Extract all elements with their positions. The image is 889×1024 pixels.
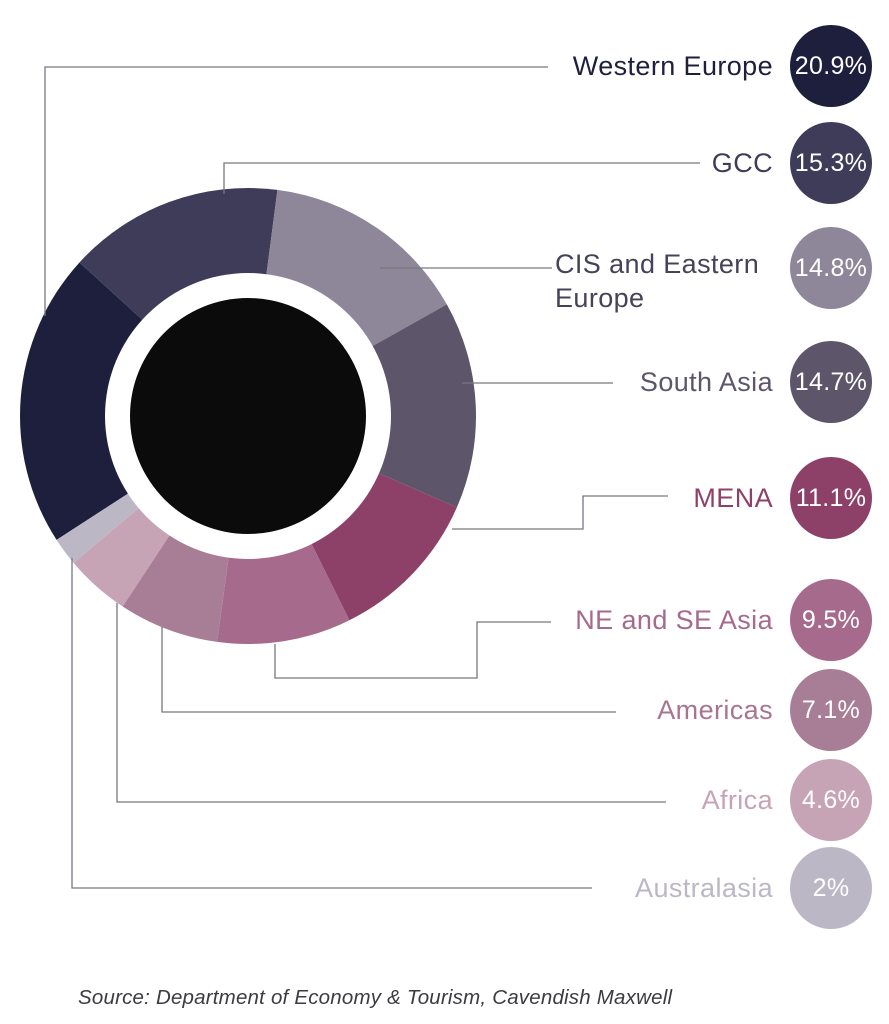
legend-item: MENA 11.1% — [693, 457, 872, 539]
legend-item: South Asia 14.7% — [640, 341, 872, 423]
legend-value-badge: 2% — [790, 847, 872, 929]
connector-line — [71, 558, 592, 889]
connector-line — [116, 603, 666, 803]
legend-label: CIS and Eastern Europe — [555, 249, 760, 313]
legend-item: GCC 15.3% — [712, 122, 872, 204]
connector-line — [223, 162, 700, 194]
connector-line — [274, 621, 551, 679]
legend-value-badge: 9.5% — [790, 579, 872, 661]
legend-item: Africa 4.6% — [702, 759, 872, 841]
legend-value-badge: 4.6% — [790, 759, 872, 841]
legend-label: South Asia — [639, 366, 773, 397]
connector-line — [44, 66, 548, 316]
legend-label: Americas — [657, 694, 773, 725]
legend-item: CIS and Eastern Europe 14.8% — [555, 227, 872, 313]
legend-value-badge: 11.1% — [790, 457, 872, 539]
legend-item: Western Europe 20.9% — [573, 25, 872, 107]
legend-value-badge: 14.8% — [790, 227, 872, 309]
legend-label: GCC — [711, 147, 773, 178]
connector-line — [161, 627, 616, 713]
legend-value-badge: 15.3% — [790, 122, 872, 204]
legend-item: NE and SE Asia 9.5% — [575, 579, 872, 661]
legend-item: Australasia 2% — [635, 847, 872, 929]
source-note: Source: Department of Economy & Tourism,… — [78, 986, 673, 1009]
connector-line — [452, 495, 668, 530]
legend-label: Australasia — [635, 872, 773, 903]
legend-value-badge: 7.1% — [790, 669, 872, 751]
legend-label: MENA — [693, 482, 773, 513]
legend-label: Africa — [701, 784, 773, 815]
donut-center-disc — [130, 298, 366, 534]
legend-label: Western Europe — [572, 50, 773, 81]
legend-value-badge: 14.7% — [790, 341, 872, 423]
legend-item: Americas 7.1% — [657, 669, 872, 751]
legend-value-badge: 20.9% — [790, 25, 872, 107]
legend-label: NE and SE Asia — [575, 604, 773, 635]
